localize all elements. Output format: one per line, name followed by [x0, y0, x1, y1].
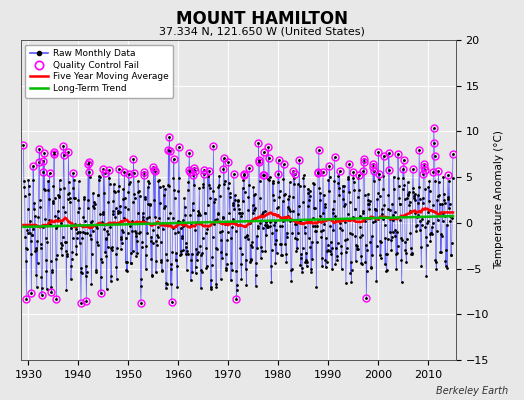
Text: 37.334 N, 121.650 W (United States): 37.334 N, 121.650 W (United States) — [159, 26, 365, 36]
Y-axis label: Temperature Anomaly (°C): Temperature Anomaly (°C) — [495, 130, 505, 270]
Text: MOUNT HAMILTON: MOUNT HAMILTON — [176, 10, 348, 28]
Legend: Raw Monthly Data, Quality Control Fail, Five Year Moving Average, Long-Term Tren: Raw Monthly Data, Quality Control Fail, … — [26, 44, 173, 98]
Text: Berkeley Earth: Berkeley Earth — [436, 386, 508, 396]
